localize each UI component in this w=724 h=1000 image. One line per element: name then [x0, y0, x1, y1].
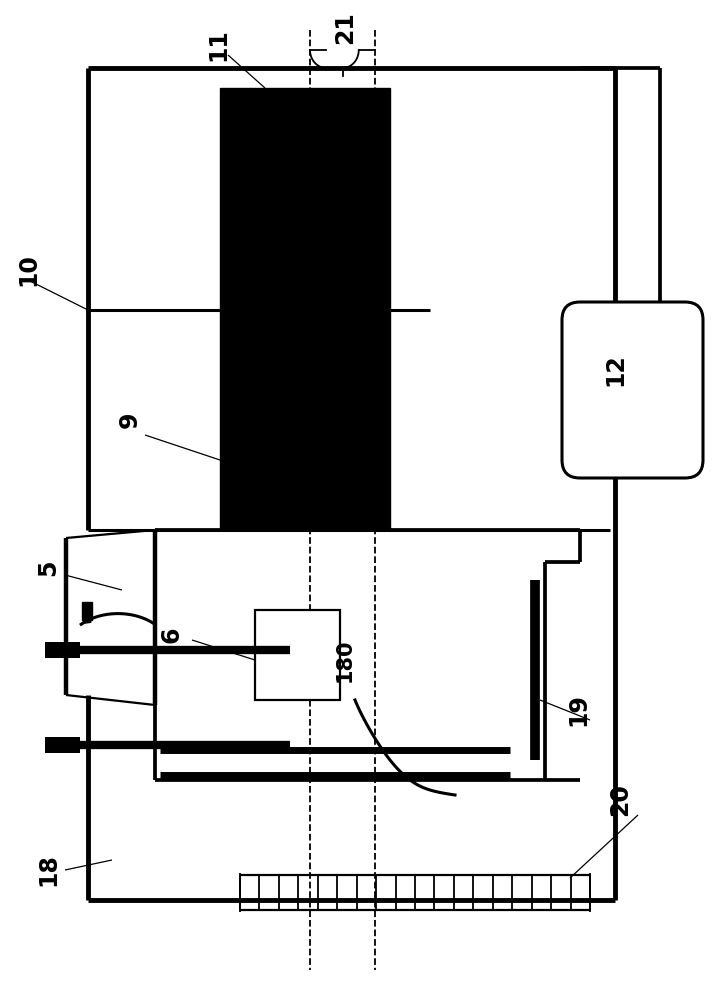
Text: 19: 19 [566, 694, 590, 726]
Bar [45, 737, 80, 753]
Bar [255, 610, 340, 700]
Text: 180: 180 [335, 638, 355, 682]
Text: 20: 20 [608, 784, 632, 816]
Text: 21: 21 [333, 12, 357, 44]
Text: 5: 5 [36, 560, 60, 576]
Text: 18: 18 [36, 854, 60, 886]
Text: 10: 10 [16, 254, 40, 286]
Bar [45, 642, 80, 658]
Text: 12: 12 [603, 354, 627, 386]
FancyBboxPatch shape [562, 302, 703, 478]
Text: 6: 6 [160, 627, 184, 643]
Bar [82, 602, 92, 620]
Bar [220, 88, 390, 530]
Text: 11: 11 [206, 29, 230, 61]
Text: 9: 9 [118, 412, 142, 428]
